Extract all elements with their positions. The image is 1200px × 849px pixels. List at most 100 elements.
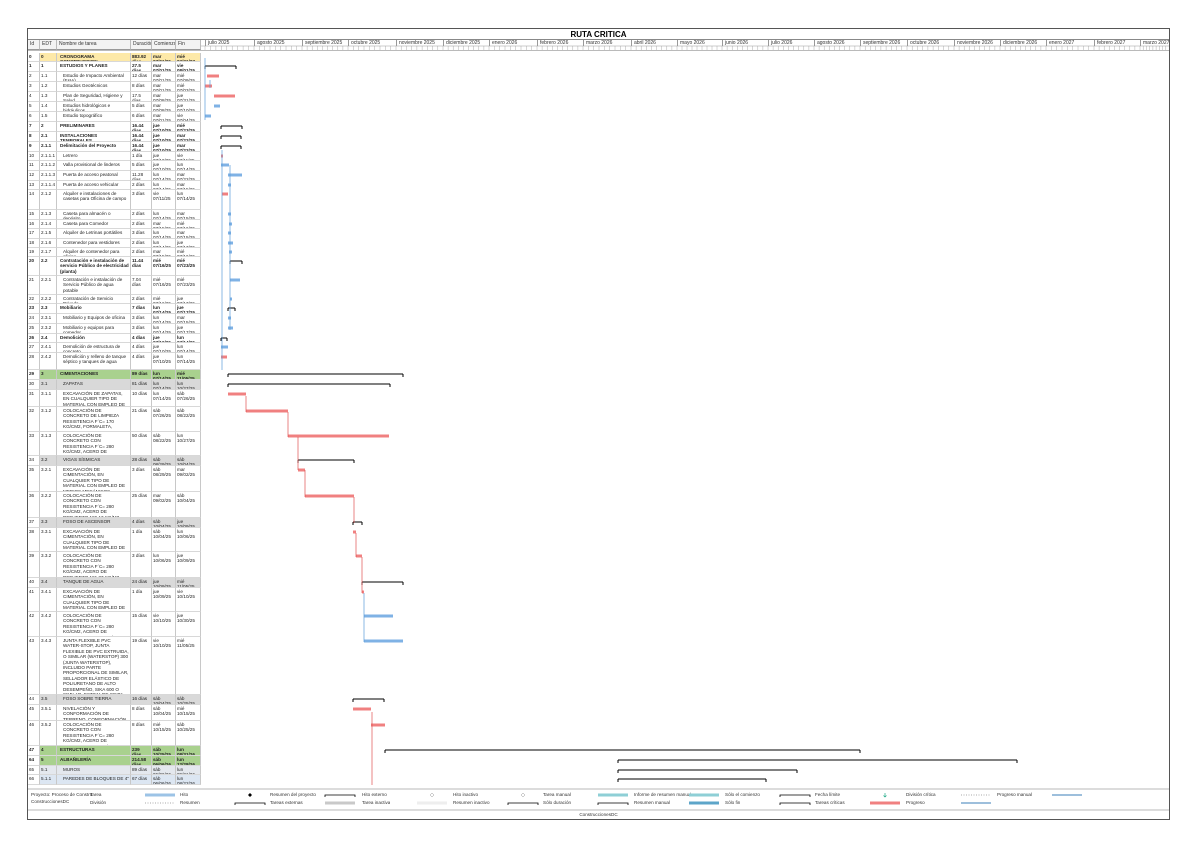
task-cell: 2 días	[131, 220, 152, 229]
task-bar	[229, 222, 232, 226]
task-cell: 23	[28, 304, 40, 314]
task-cell: 2.4.1	[40, 343, 57, 353]
task-cell: 64	[28, 756, 40, 766]
task-cell: jue 07/10/25	[152, 161, 176, 171]
month-label: marzo 2026	[583, 40, 631, 46]
critical-task-bar	[205, 84, 212, 88]
task-cell: mié 10/15/25	[176, 705, 201, 721]
task-cell: lun 09/21/26	[176, 766, 201, 775]
task-cell: jue 07/10/25	[152, 334, 176, 343]
task-cell: COLOCACIÓN DE CONCRETO CON RESISTENCIA F…	[57, 432, 131, 456]
task-cell: 2 días	[131, 248, 152, 257]
task-cell: TANQUE DE AGUA	[57, 578, 131, 588]
task-cell: 26	[28, 334, 40, 343]
task-cell: vie 07/04/25	[176, 112, 201, 122]
task-cell: 239 días	[131, 746, 152, 756]
task-cell: 2.2.2	[40, 295, 57, 304]
legend-symbol	[145, 793, 175, 797]
legend-item: Tarea	[90, 792, 102, 797]
task-cell: Puerta de acceso peatonal	[57, 171, 131, 181]
task-bar	[228, 326, 233, 330]
task-cell: 3.2	[40, 456, 57, 466]
month-label: julio 2026	[768, 40, 814, 46]
legend-item: Progreso manual	[997, 792, 1032, 797]
legend-item: Resumen manual	[634, 800, 671, 805]
task-cell: 2 días	[131, 295, 152, 304]
task-cell: Demolición de estructura de concreto	[57, 343, 131, 353]
month-label: noviembre 2025	[396, 40, 443, 46]
month-label: agosto 2026	[814, 40, 860, 46]
task-cell: 2.1.5	[40, 229, 57, 239]
task-cell: CIMENTACIONES	[57, 370, 131, 380]
task-cell: 27.5 días	[131, 62, 152, 72]
task-cell: jue 07/10/25	[176, 102, 201, 112]
task-cell: Caseta para almacén o depósito	[57, 210, 131, 220]
task-bar	[228, 212, 231, 216]
task-cell: sáb 10/04/25	[152, 528, 176, 552]
task-cell: 214.58 días	[131, 756, 152, 766]
task-cell: 3.4.2	[40, 612, 57, 637]
task-cell: 8	[28, 132, 40, 142]
task-cell: 89 días	[131, 370, 152, 380]
task-cell: 8 días	[131, 705, 152, 721]
critical-task-bar	[353, 707, 371, 711]
task-cell: 3.2.1	[40, 466, 57, 492]
task-cell: 25 días	[131, 492, 152, 518]
task-bar	[228, 183, 231, 187]
task-cell: 3.1.1	[40, 390, 57, 407]
task-cell: 2.2	[40, 257, 57, 276]
task-cell: jue 10/09/25	[176, 552, 201, 578]
task-cell: 2.1.3	[40, 210, 57, 220]
legend-symbol	[417, 801, 447, 805]
task-cell: lun 07/14/25	[176, 343, 201, 353]
month-label: febrero 2027	[1094, 40, 1140, 46]
task-cell: 2 días	[131, 181, 152, 190]
task-cell: 21	[28, 276, 40, 295]
task-cell: lun 10/27/25	[176, 432, 201, 456]
task-cell: 81 días	[131, 380, 152, 390]
task-cell: 35	[28, 466, 40, 492]
task-cell: PRELIMINARES	[57, 122, 131, 132]
task-cell: 5	[28, 102, 40, 112]
task-cell: 17	[28, 229, 40, 239]
task-cell: 1 día	[131, 152, 152, 161]
task-cell: 31	[28, 390, 40, 407]
task-cell: 19	[28, 248, 40, 257]
task-cell: ZAPATAS	[57, 380, 131, 390]
task-cell: 45	[28, 705, 40, 721]
task-cell: 43	[28, 637, 40, 695]
task-cell: 20	[28, 257, 40, 276]
task-cell: 3.4.3	[40, 637, 57, 695]
month-label: julio 2025	[205, 40, 254, 46]
month-label: septiembre 2026	[860, 40, 907, 46]
task-cell: 28	[28, 353, 40, 370]
task-cell: 21 días	[131, 407, 152, 432]
task-cell: mié 07/16/25	[176, 220, 201, 229]
task-cell: EXCAVACIÓN DE ZAPATAS, EN CUALQUIER TIPO…	[57, 390, 131, 407]
task-cell: Estudio de Impacto Ambiental (EsIA)	[57, 72, 131, 82]
task-cell: 46	[28, 721, 40, 746]
task-cell: Alquiler de Letrinas portátiles	[57, 229, 131, 239]
task-cell: 4	[28, 92, 40, 102]
task-cell: 2.1.2	[40, 190, 57, 210]
task-cell: lun 07/14/25	[152, 324, 176, 334]
task-cell: 3.3.1	[40, 528, 57, 552]
task-cell: mié 07/09/25	[176, 72, 201, 82]
month-label: septiembre 2025	[302, 40, 348, 46]
task-cell: mar 07/15/25	[176, 181, 201, 190]
task-cell: 2.3.2	[40, 324, 57, 334]
task-cell: 16.44 días	[131, 122, 152, 132]
task-cell: 2.1.1	[40, 142, 57, 152]
frame	[27, 28, 1170, 820]
task-cell: Delimitación del Proyecto	[57, 142, 131, 152]
legend-symbol	[689, 801, 719, 805]
task-cell: 2	[40, 122, 57, 132]
task-cell: 67 días	[131, 775, 152, 785]
task-cell: mar 07/01/25	[152, 62, 176, 72]
task-cell: lun 10/06/25	[152, 552, 176, 578]
task-cell: mié 07/16/25	[176, 248, 201, 257]
task-cell: 0	[28, 53, 40, 62]
task-cell: 50 días	[131, 432, 152, 456]
task-cell: 3.1.3	[40, 432, 57, 456]
task-cell: vie 07/11/25	[152, 190, 176, 210]
